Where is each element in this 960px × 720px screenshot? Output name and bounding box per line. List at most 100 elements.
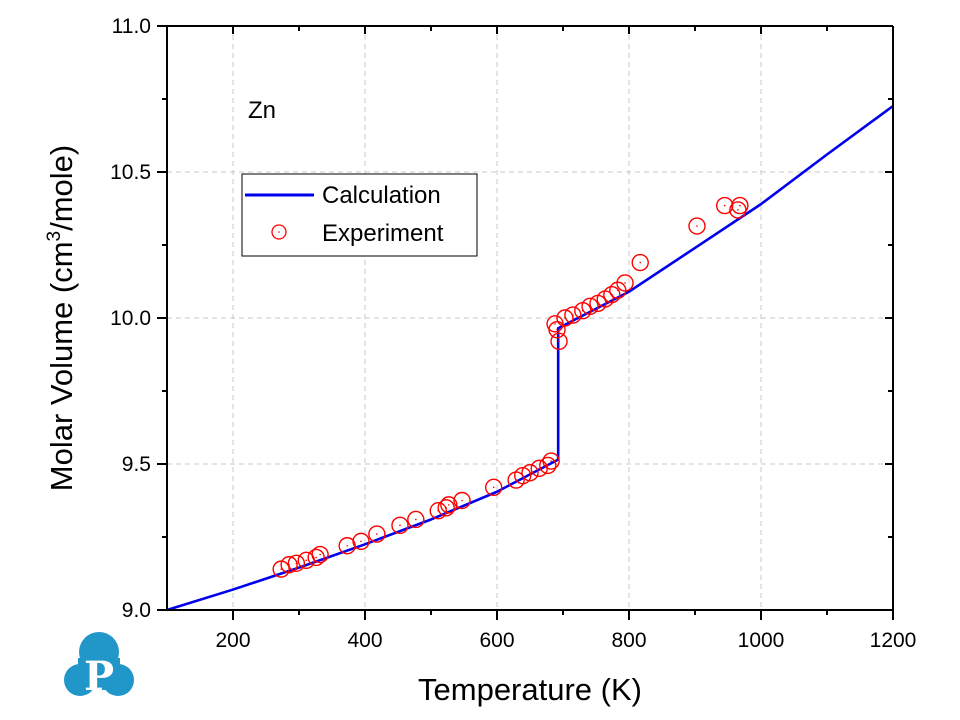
experiment-point [307,548,325,567]
experiment-marker-ring [280,556,298,574]
experiment-marker-dot [639,261,642,264]
experiment-point [530,459,548,478]
experiment-marker-ring [542,452,560,470]
experiment-marker-ring [631,253,649,272]
experiment-point [548,320,566,339]
experiment-marker-ring [548,320,566,339]
experiment-marker-dot [360,540,362,543]
experiment-marker-dot [399,524,401,527]
experiment-marker-dot [415,518,417,521]
legend-label-calculation: Calculation [322,182,441,209]
experiment-marker-ring [550,332,568,351]
experiment-marker-dot [346,544,348,547]
experiment-point [716,196,734,215]
legend-marker-dot [278,231,280,233]
experiment-marker-ring [581,297,599,316]
grid-lines [167,26,893,610]
x-axis-title: Temperature (K) [418,672,642,707]
experiment-point [616,274,634,292]
experiment-marker-ring [688,217,706,235]
experiment-marker-dot [696,225,698,227]
experiment-marker-ring [514,466,532,485]
experiment-marker-dot [723,204,726,207]
legend-label-experiment: Experiment [322,220,444,247]
experiment-marker-dot [550,460,552,462]
experiment-point [550,332,568,351]
experiment-point [352,532,370,551]
y-tick-label: 11.0 [112,15,151,38]
experiment-marker-ring [564,306,582,324]
experiment-marker-dot [492,486,495,489]
experiment-point [539,456,557,475]
element-annotation: Zn [248,97,276,124]
y-axis-title-superscript: 3 [44,231,65,242]
x-tick-label: 400 [347,629,382,652]
experiment-marker-ring [368,525,386,543]
experiment-marker-ring [616,274,634,292]
experiment-marker-ring [391,516,409,535]
experiment-point [631,253,649,272]
experiment-point [311,545,329,564]
experiment-marker-dot [572,314,574,316]
y-axis-title-part1: Molar Volume (cm [44,241,79,491]
experiment-point [407,510,425,529]
ticks: 200 400 600 800 1000 1200 9.0 9.5 10.0 10.5 11.0 [110,15,916,652]
series-layer [166,104,894,612]
experiment-marker-dot [739,204,741,207]
x-tick-label: 600 [479,629,514,652]
experiment-marker-dot [376,533,378,535]
experiment-point [368,525,386,543]
experiment-marker-ring [272,560,290,578]
y-tick-label: 10.5 [110,161,151,184]
experiment-marker-ring [521,464,539,482]
experiment-marker-ring [539,456,557,475]
y-tick-label: 9.0 [122,599,151,622]
experiment-point [542,452,560,470]
logo-letter: P [84,653,114,700]
experiment-marker-dot [737,209,739,211]
experiment-point [731,196,749,215]
x-tick-label: 200 [215,629,250,652]
experiment-marker-dot [529,471,531,474]
legend-marker-swatch [271,224,287,240]
experiment-marker-ring [311,545,329,564]
experiment-marker-ring [429,502,447,520]
experiment-point [453,491,471,510]
experiment-marker-dot [305,559,308,562]
y-axis-title: Molar Volume (cm3/mole) [44,145,79,492]
y-tick-label: 9.5 [122,453,151,476]
experiment-point [287,554,306,572]
experiment-marker-ring [453,491,471,510]
legend: Calculation Experiment [241,173,478,257]
experiment-marker-dot [461,499,463,502]
calculation-line [166,104,894,612]
experiment-marker-ring [731,196,749,215]
logo-icon: P [64,632,134,700]
experiment-point [688,217,706,235]
experiment-marker-ring [437,499,455,517]
experiment-marker-dot [448,504,450,506]
experiment-marker-dot [616,289,619,292]
experiment-marker-dot [315,556,317,559]
experiment-point [485,478,503,497]
experiment-marker-ring [603,285,621,304]
experiment-point [437,499,455,517]
experiment-marker-ring [556,309,574,327]
experiment-point [391,516,409,535]
x-tick-label: 800 [611,629,646,652]
experiment-marker-ring [352,532,370,551]
experiment-point [564,306,582,324]
experiment-marker-dot [556,328,558,331]
experiment-point [521,464,539,482]
experiment-marker-dot [445,507,447,509]
experiment-marker-ring [287,554,306,572]
experiment-marker-ring [307,548,325,567]
experiment-marker-dot [547,464,549,467]
experiment-marker-dot [319,553,321,556]
y-axis-title-part2: /mole) [44,145,79,231]
experiment-marker-ring [716,196,734,215]
experiment-point [440,496,458,514]
x-tick-label: 1000 [738,629,785,652]
experiment-marker-dot [554,323,556,325]
